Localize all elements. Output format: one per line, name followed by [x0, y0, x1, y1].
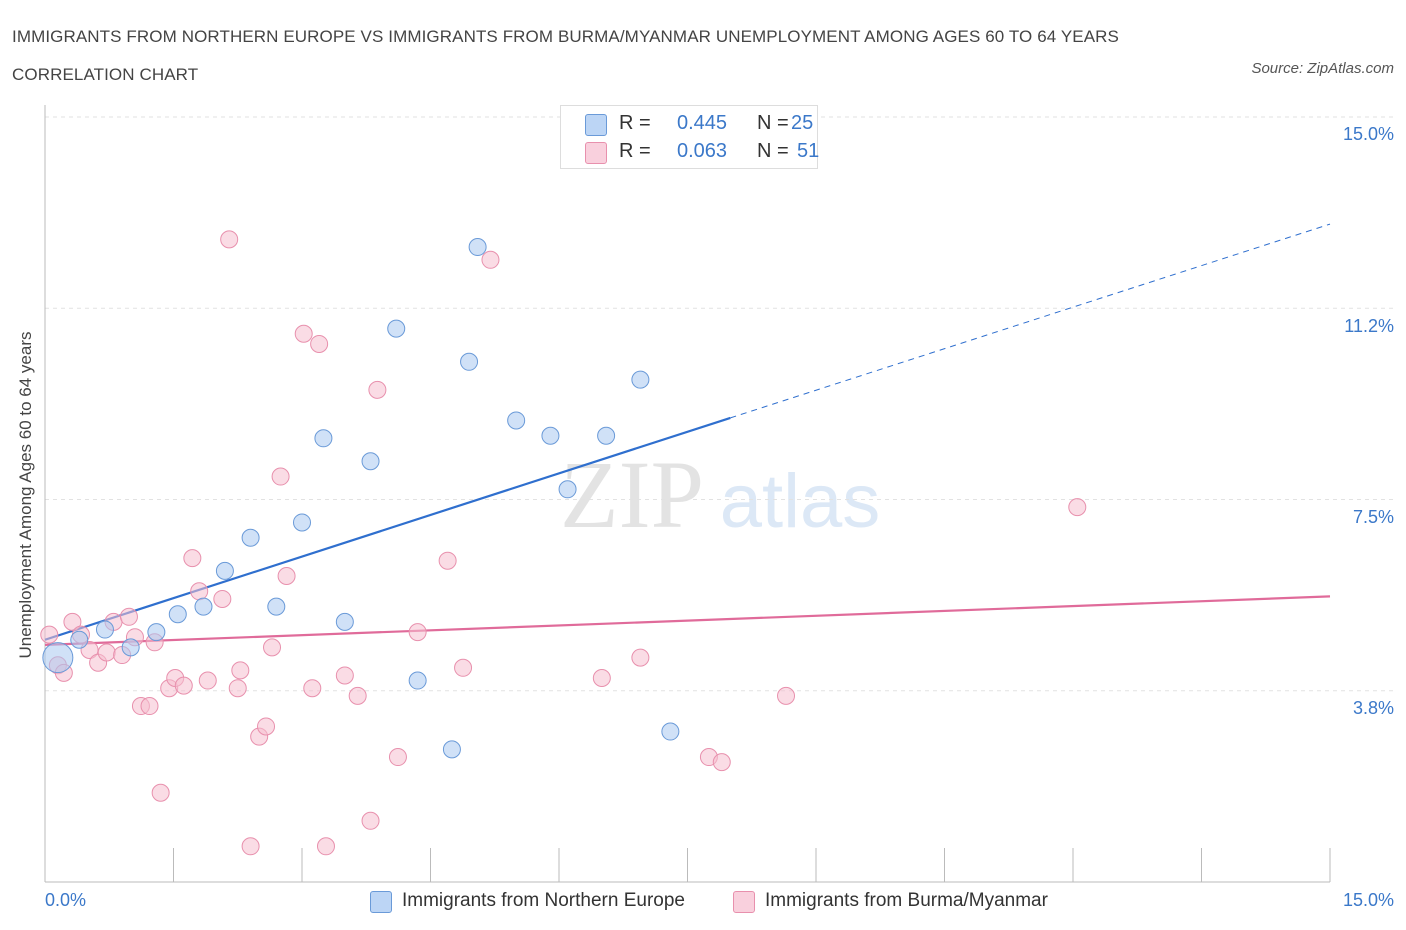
data-point-burma [151, 783, 170, 802]
data-point-burma [271, 467, 290, 486]
bottom-legend-swatch-blue [370, 891, 392, 913]
data-point-burma [190, 582, 209, 601]
data-point-burma [481, 250, 500, 269]
data-point-burma [294, 324, 313, 343]
trend-line-1 [44, 595, 1331, 646]
data-point-burma [277, 567, 296, 585]
legend-r-label: R = [619, 140, 651, 162]
data-point-burma [777, 686, 796, 705]
y-tick-11-2: 11.2% [1344, 316, 1394, 336]
data-point-northern-europe [468, 238, 487, 257]
data-point-burma [335, 666, 354, 685]
chart-title: IMMIGRANTS FROM NORTHERN EUROPE VS IMMIG… [12, 27, 1119, 84]
data-point-burma [183, 549, 202, 568]
legend-r-label: R = [619, 112, 651, 134]
data-point-northern-europe [387, 319, 406, 338]
data-point-northern-europe [460, 352, 479, 371]
data-point-burma [303, 679, 322, 698]
legend-r-value: 0.445 [677, 112, 728, 134]
legend-n-label: N = [757, 112, 789, 134]
bottom-legend-label: Immigrants from Northern Europe [402, 890, 685, 911]
data-point-burma [310, 334, 329, 353]
data-point-burma [454, 658, 473, 677]
data-point-northern-europe [147, 623, 166, 642]
data-point-northern-europe [631, 370, 650, 389]
data-point-burma [1068, 498, 1087, 517]
x-tick-max: 15.0% [1342, 890, 1394, 910]
data-point-burma [174, 676, 193, 695]
data-point-northern-europe [215, 561, 234, 580]
data-point-northern-europe [558, 480, 577, 499]
data-point-burma [631, 648, 650, 667]
data-point-northern-europe [70, 630, 89, 649]
data-point-burma [348, 686, 367, 705]
legend-swatch-blue [585, 114, 607, 136]
trend-line-extension-0 [730, 223, 1331, 419]
data-point-northern-europe [267, 597, 286, 616]
data-point-northern-europe [408, 671, 427, 690]
y-tick-3-8: 3.8% [1352, 698, 1394, 718]
data-point-northern-europe [541, 426, 560, 445]
data-point-northern-europe [361, 452, 380, 471]
data-point-burma [388, 748, 407, 767]
data-point-burma [241, 837, 260, 856]
data-point-burma [231, 661, 250, 680]
data-point-northern-europe [507, 411, 526, 430]
y-tick-7-5: 7.5% [1352, 507, 1394, 527]
data-point-burma [198, 671, 217, 690]
x-tick-min: 0.0% [45, 890, 87, 910]
data-point-northern-europe [241, 528, 260, 547]
legend-swatch-pink [585, 142, 607, 164]
data-point-northern-europe [661, 722, 680, 741]
legend-n-value: 25 [791, 112, 814, 134]
data-point-northern-europe [95, 620, 114, 639]
data-point-burma [257, 717, 276, 736]
legend-n-value: 51 [797, 140, 820, 162]
data-point-burma [119, 607, 138, 626]
legend-r-value: 0.063 [677, 140, 728, 162]
legend-n-label: N = [757, 140, 789, 162]
data-point-burma [63, 612, 82, 631]
watermark-atlas: atlas [720, 459, 881, 544]
y-tick-15: 15.0% [1342, 124, 1394, 144]
data-point-burma [228, 679, 247, 698]
data-point-burma [40, 625, 59, 644]
data-point-northern-europe [293, 513, 311, 532]
data-point-burma [220, 230, 239, 249]
data-point-northern-europe [314, 429, 333, 448]
data-point-burma [438, 551, 457, 570]
data-point-northern-europe [194, 597, 213, 616]
chart-source: Source: ZipAtlas.com [1251, 60, 1394, 77]
data-point-burma [97, 643, 116, 662]
data-point-burma [263, 638, 282, 657]
data-point-burma [140, 697, 159, 716]
data-point-northern-europe [121, 638, 140, 657]
bottom-legend-label: Immigrants from Burma/Myanmar [765, 890, 1048, 911]
data-point-burma [712, 753, 731, 772]
data-point-burma [408, 623, 427, 642]
data-point-northern-europe [168, 605, 187, 624]
bottom-legend-swatch-pink [733, 891, 755, 913]
data-point-northern-europe [42, 642, 74, 674]
data-point-burma [361, 811, 380, 830]
data-point-northern-europe [442, 740, 461, 759]
stats-legend: R = 0.445 N = 25 R = 0.063 N = 51 [560, 105, 820, 169]
trend-line-0 [44, 416, 731, 641]
data-point-burma [592, 669, 611, 687]
data-point-northern-europe [597, 426, 616, 445]
data-point-burma [213, 589, 232, 608]
data-point-northern-europe [335, 612, 354, 631]
data-point-burma [368, 380, 387, 399]
data-point-burma [316, 837, 335, 856]
watermark-zip: ZIP [560, 441, 704, 548]
